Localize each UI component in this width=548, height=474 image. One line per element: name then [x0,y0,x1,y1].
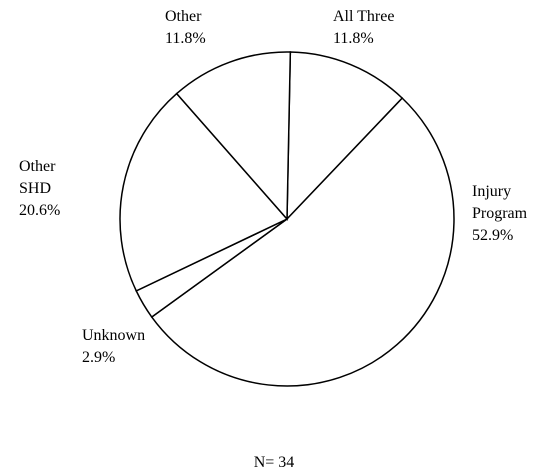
annotation: N= 34 [253,454,295,471]
value-label: 52.9% [472,227,514,244]
slice-label: Unknown 2.9% [82,325,202,369]
slice-label: Injury Program 52.9% [472,181,542,247]
value-label: 11.8% [165,30,206,47]
category-label: Other [165,8,202,25]
category-label: Injury Program [472,183,528,222]
value-label: 11.8% [333,30,374,47]
pie-slice [175,51,292,221]
category-label: All Three [333,8,395,25]
category-label: Other SHD [19,158,56,197]
value-label: 2.9% [82,349,116,366]
value-label: 20.6% [19,202,61,219]
category-label: Unknown [82,327,146,344]
slice-label: Other SHD 20.6% [19,156,69,222]
pie-slice [119,92,289,292]
slice-label: Other 11.8% [165,6,245,50]
pie-slice [150,97,455,387]
slice-label: All Three 11.8% [333,6,453,50]
pie-slice [286,51,404,221]
